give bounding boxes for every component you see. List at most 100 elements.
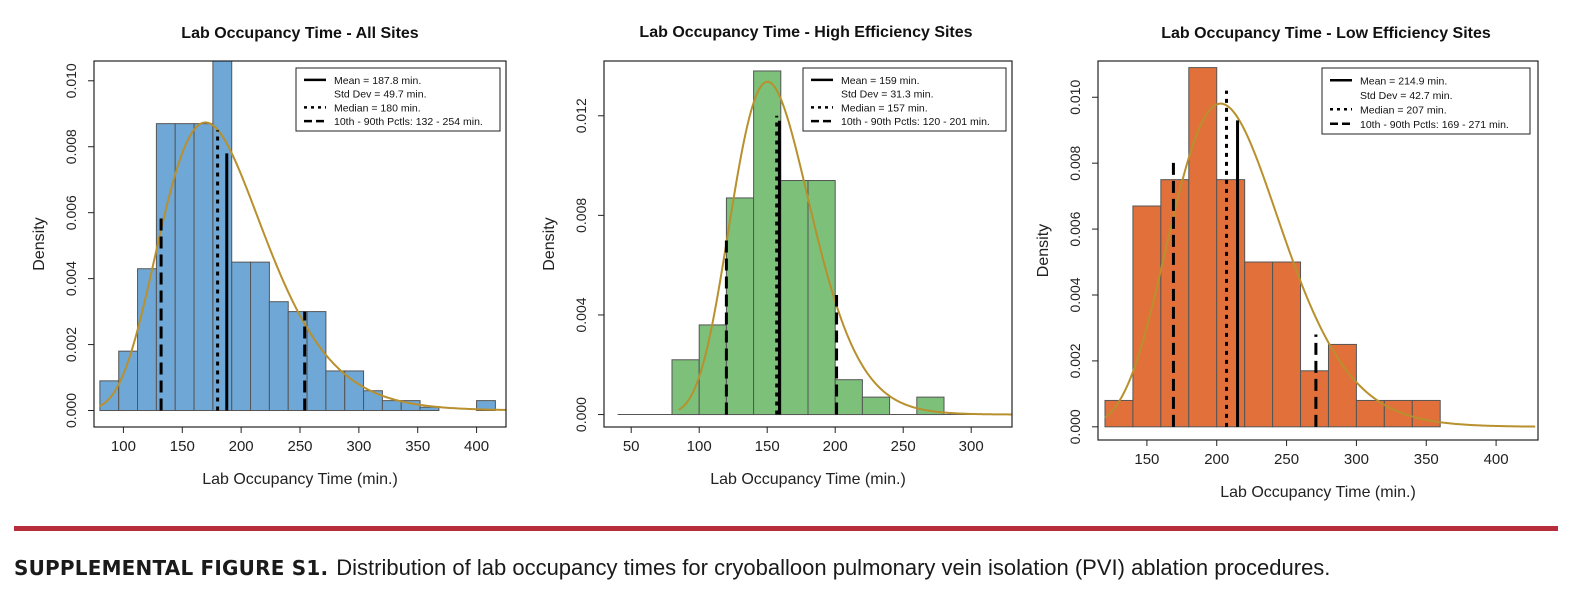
chart-panel-2: Lab Occupancy Time - High Efficiency Sit… — [541, 24, 1013, 488]
legend: Mean = 214.9 min. Std Dev = 42.7 min. Medi… — [1321, 67, 1531, 135]
y-tick-label: 0.004 — [573, 297, 589, 332]
legend-entry: 10th - 90th Pctls: 120 - 201 min. — [841, 116, 990, 128]
x-tick-label: 350 — [1414, 451, 1439, 468]
caption-text: Distribution of lab occupancy times for … — [336, 555, 1331, 580]
legend-box — [295, 67, 501, 132]
y-tick-label: 0.004 — [63, 261, 79, 296]
x-tick-label: 100 — [111, 438, 136, 455]
x-tick-label: 150 — [1134, 451, 1159, 468]
histogram-bar — [287, 311, 308, 412]
histogram-bar — [231, 261, 252, 412]
x-axis-label: Lab Occupancy Time (min.) — [202, 471, 398, 488]
histogram-bar — [1216, 179, 1246, 428]
chart-title: Lab Occupancy Time - Low Efficiency Site… — [1161, 25, 1491, 42]
caption-divider — [14, 526, 1558, 531]
chart-panel-1: Lab Occupancy Time - All Sites 100 150 200 2… — [31, 25, 507, 488]
x-tick-label: 200 — [229, 438, 254, 455]
y-tick-label: 0.012 — [573, 98, 589, 133]
histogram-bar — [1272, 261, 1302, 428]
legend-entry: Mean = 159 min. — [841, 75, 920, 87]
x-axis-label: Lab Occupancy Time (min.) — [710, 471, 906, 488]
histogram-bar — [698, 324, 727, 416]
x-tick-label: 300 — [1344, 451, 1369, 468]
y-tick-label: 0.004 — [1067, 277, 1083, 312]
legend-box — [1321, 67, 1531, 135]
histogram-bar — [325, 370, 346, 412]
density-curve — [99, 121, 507, 411]
y-tick-label: 0.002 — [63, 327, 79, 362]
legend: Mean = 159 min. Std Dev = 31.3 min.Median… — [802, 67, 1007, 132]
y-tick-label: 0.008 — [63, 129, 79, 164]
y-tick-label: 0.010 — [1067, 80, 1083, 115]
y-tick-label: 0.010 — [63, 63, 79, 98]
x-tick-label: 400 — [1484, 451, 1509, 468]
plot-frame — [603, 60, 1013, 428]
legend-entry: Mean = 214.9 min. — [1360, 75, 1447, 87]
y-tick-label: 0.008 — [573, 198, 589, 233]
y-axis-label: Density — [541, 217, 558, 270]
legend-entry: Std Dev = 42.7 min. — [1360, 90, 1453, 102]
x-tick-label: 200 — [1204, 451, 1229, 468]
x-tick-label: 300 — [959, 438, 984, 455]
histogram-bar — [1244, 261, 1274, 428]
x-tick-label: 150 — [170, 438, 195, 455]
y-tick-label: 0.006 — [63, 195, 79, 230]
x-tick-label: 250 — [891, 438, 916, 455]
histogram-figure: Lab Occupancy Time - All Sites 100 150 200 2… — [31, 24, 1539, 501]
density-curve — [678, 80, 1012, 416]
histogram-bar — [725, 197, 755, 416]
x-tick-label: 50 — [623, 438, 640, 455]
histogram-bar — [155, 123, 176, 412]
y-tick-label: 0.000 — [1067, 409, 1083, 444]
histogram-bar — [381, 400, 402, 412]
histogram-bar — [834, 379, 863, 416]
y-tick-label: 0.002 — [1067, 343, 1083, 378]
histogram-bar — [1411, 399, 1441, 428]
histogram-bar — [419, 406, 440, 412]
legend-entry: 10th - 90th Pctls: 132 - 254 min. — [334, 116, 483, 128]
figure-caption: SUPPLEMENTAL FIGURE S1. Distribution of l… — [14, 555, 1330, 581]
histogram-bar — [250, 261, 270, 412]
x-tick-label: 200 — [823, 438, 848, 455]
chart-title: Lab Occupancy Time - All Sites — [181, 25, 419, 42]
legend-entry: 10th - 90th Pctls: 169 - 271 min. — [1360, 119, 1509, 131]
histogram-bar — [780, 180, 809, 416]
y-axis-label: Density — [1035, 224, 1052, 277]
chart-title: Lab Occupancy Time - High Efficiency Sit… — [639, 24, 972, 41]
histogram-bar — [1327, 343, 1357, 428]
x-axis-label: Lab Occupancy Time (min.) — [1220, 484, 1416, 501]
x-tick-label: 150 — [755, 438, 780, 455]
histogram-bar — [1383, 399, 1413, 428]
legend-entry: Median = 157 min. — [841, 102, 928, 114]
histogram-bar — [99, 380, 120, 412]
histogram-bar — [1355, 399, 1385, 428]
plot-frame — [1097, 60, 1539, 441]
histogram-bar — [212, 60, 233, 412]
y-tick-label: 0.006 — [1067, 211, 1083, 246]
chart-panel-3: Lab Occupancy Time - Low Efficiency Site… — [1035, 25, 1539, 501]
x-tick-label: 250 — [287, 438, 312, 455]
histogram-bar — [268, 301, 289, 412]
legend-entry: Std Dev = 31.3 min. — [841, 89, 934, 101]
y-tick-label: 0.000 — [63, 393, 79, 428]
x-tick-label: 350 — [405, 438, 430, 455]
y-tick-label: 0.008 — [1067, 145, 1083, 180]
x-tick-label: 250 — [1274, 451, 1299, 468]
histogram-bar — [1188, 67, 1218, 428]
histogram-bar — [1132, 205, 1162, 428]
caption-label: SUPPLEMENTAL FIGURE S1. — [14, 556, 329, 580]
legend-entry: Mean = 187.8 min. — [334, 75, 421, 87]
histogram-bar — [861, 396, 891, 416]
legend-entry: Median = 180 min. — [334, 102, 421, 114]
x-tick-label: 400 — [464, 438, 489, 455]
x-tick-label: 300 — [346, 438, 371, 455]
y-axis-label: Density — [31, 217, 48, 270]
legend-box — [802, 67, 1007, 132]
legend-entry: Std Dev = 49.7 min. — [334, 89, 427, 101]
histogram-bar — [193, 123, 214, 412]
histogram-bar — [306, 311, 327, 412]
x-tick-label: 100 — [687, 438, 712, 455]
legend-entry: Median = 207 min. — [1360, 104, 1447, 116]
legend: Mean = 187.8 min. Std Dev = 49.7 min.Medi… — [295, 67, 501, 132]
y-tick-label: 0.000 — [573, 397, 589, 432]
